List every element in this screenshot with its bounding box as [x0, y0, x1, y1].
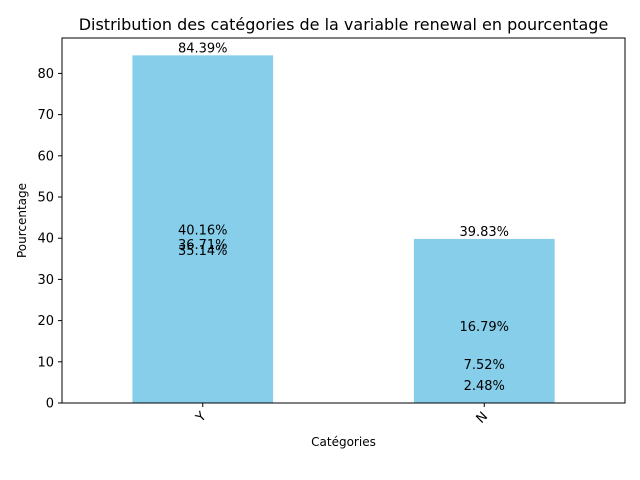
x-axis-label: Catégories — [311, 435, 376, 449]
y-tick-label: 70 — [37, 108, 54, 123]
data-label: 84.39% — [178, 41, 228, 56]
y-axis: 0 10 20 30 40 50 60 70 80 — [37, 67, 62, 412]
plot-frame — [61, 37, 626, 404]
data-label: 35.14% — [178, 244, 228, 259]
y-tick-label: 40 — [37, 232, 54, 247]
y-tick-label: 60 — [37, 149, 54, 164]
data-label: 2.48% — [464, 379, 505, 394]
y-tick-label: 80 — [37, 67, 54, 82]
data-label: 7.52% — [464, 358, 505, 373]
y-tick-label: 10 — [37, 355, 54, 370]
bar-y — [132, 55, 274, 403]
bar-n — [413, 238, 555, 403]
y-tick-label: 50 — [37, 191, 54, 206]
data-label: 39.83% — [459, 225, 509, 240]
y-tick-label: 30 — [37, 273, 54, 288]
data-labels-group: 84.39% 40.16%36.71%35.14% 39.83% 16.79% 7.52… — [178, 41, 509, 393]
data-label: 16.79% — [459, 320, 509, 335]
chart-title: Distribution des catégories de la variab… — [79, 15, 609, 34]
bars-group — [132, 55, 555, 403]
y-tick-label: 20 — [37, 314, 54, 329]
y-axis-label: Pourcentage — [15, 183, 29, 258]
data-label: 36.71% — [178, 238, 228, 253]
y-tick-label: 0 — [46, 397, 54, 412]
data-label: 40.16% — [178, 224, 228, 239]
